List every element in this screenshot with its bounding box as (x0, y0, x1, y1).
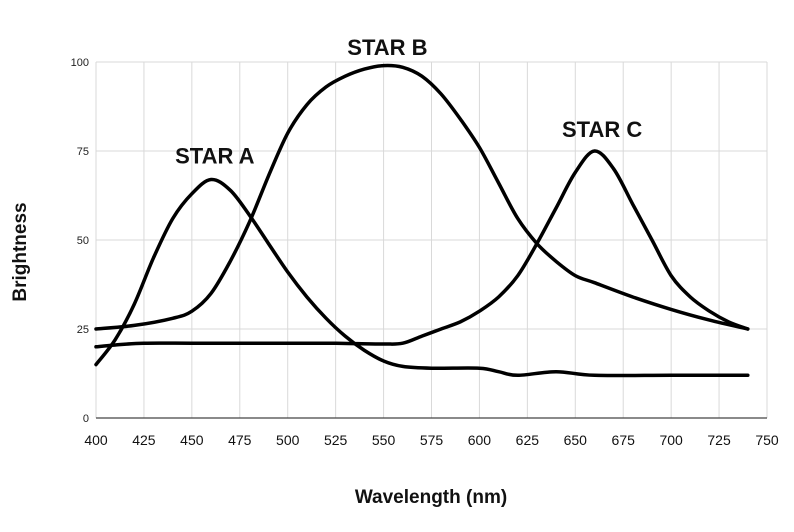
series-line-star-a (94, 177, 750, 378)
x-tick-label: 725 (707, 432, 731, 448)
y-tick-label: 0 (83, 413, 89, 425)
x-tick-label: 525 (324, 432, 348, 448)
series-label-star-b: STAR B (347, 35, 427, 60)
y-tick-label: 75 (77, 146, 89, 158)
x-tick-label: 750 (755, 432, 779, 448)
x-tick-label: 450 (180, 432, 204, 448)
x-tick-label: 600 (468, 432, 492, 448)
grid-lines (95, 61, 768, 419)
series-annotations: STAR A STAR B STAR C (175, 35, 642, 169)
series-line-star-c (94, 63, 750, 331)
x-tick-label: 700 (659, 432, 683, 448)
x-axis-label: Wavelength (nm) (355, 487, 507, 508)
x-tick-label: 400 (84, 432, 108, 448)
x-tick-labels: 400 425 450 475 500 525 550 575 600 625 650 675 700 7… (84, 432, 779, 448)
y-tick-label: 25 (77, 324, 89, 336)
x-tick-label: 575 (420, 432, 444, 448)
x-tick-label: 650 (564, 432, 588, 448)
series-label-star-c: STAR C (562, 117, 642, 142)
y-axis-label: Brightness (10, 202, 31, 301)
y-tick-labels: 0 25 50 75 100 (71, 57, 89, 425)
y-tick-label: 50 (77, 235, 89, 247)
series-label-star-a: STAR A (175, 143, 255, 168)
y-tick-label: 100 (71, 57, 89, 69)
x-tick-label: 500 (276, 432, 300, 448)
series-line-star-b (94, 149, 750, 349)
x-tick-label: 475 (228, 432, 252, 448)
x-tick-label: 625 (516, 432, 540, 448)
x-tick-label: 425 (132, 432, 156, 448)
x-tick-label: 550 (372, 432, 396, 448)
series-lines (94, 63, 750, 378)
x-tick-label: 675 (612, 432, 636, 448)
